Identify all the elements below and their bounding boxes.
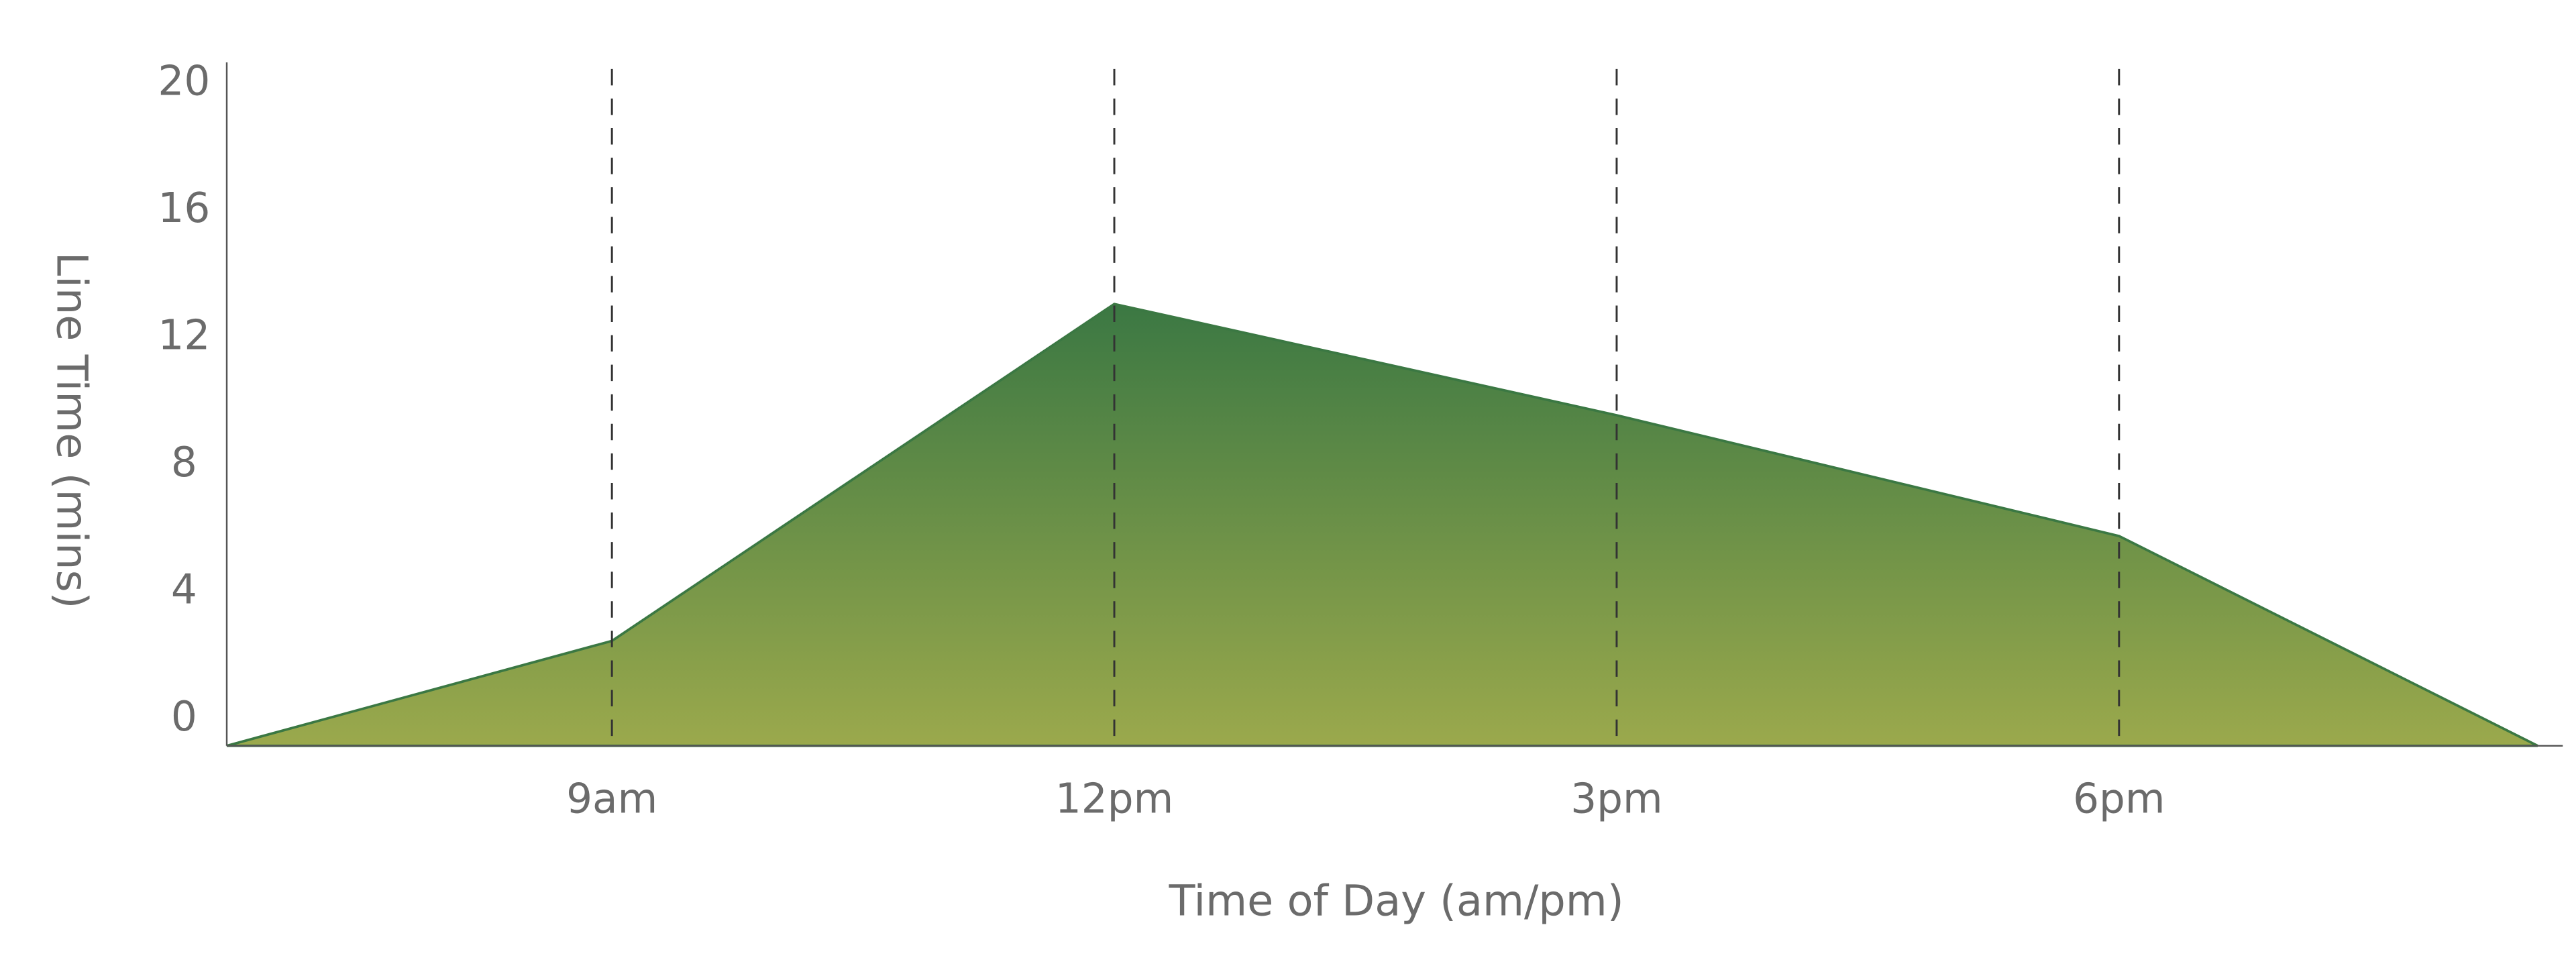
x-tick-label: 3pm xyxy=(1570,775,1662,823)
y-tick-label: 12 xyxy=(158,312,210,360)
x-tick-label: 9am xyxy=(566,775,657,823)
y-tick-label: 0 xyxy=(171,693,197,741)
x-tick-label: 12pm xyxy=(1055,775,1173,823)
x-tick-label: 6pm xyxy=(2073,775,2165,823)
y-tick-label: 20 xyxy=(158,58,210,105)
y-axis-title: Line Time (mins) xyxy=(46,252,96,609)
area xyxy=(226,303,2538,747)
y-tick-label: 16 xyxy=(158,184,210,232)
y-tick-label: 4 xyxy=(171,566,197,614)
y-tick-label: 8 xyxy=(171,439,197,486)
x-axis-title: Time of Day (am/pm) xyxy=(1169,876,1624,926)
